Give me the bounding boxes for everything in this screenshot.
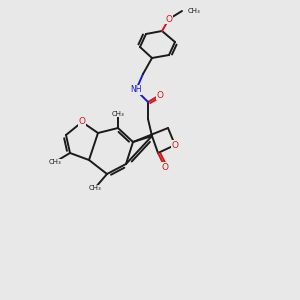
Text: CH₃: CH₃ [188, 8, 201, 14]
Text: O: O [161, 163, 169, 172]
Text: O: O [157, 91, 164, 100]
Text: O: O [166, 14, 172, 23]
Text: CH₃: CH₃ [88, 185, 101, 191]
Text: O: O [172, 140, 178, 149]
Text: CH₃: CH₃ [49, 159, 62, 165]
Text: CH₃: CH₃ [112, 111, 124, 117]
Text: O: O [79, 118, 86, 127]
Text: NH: NH [130, 85, 142, 94]
